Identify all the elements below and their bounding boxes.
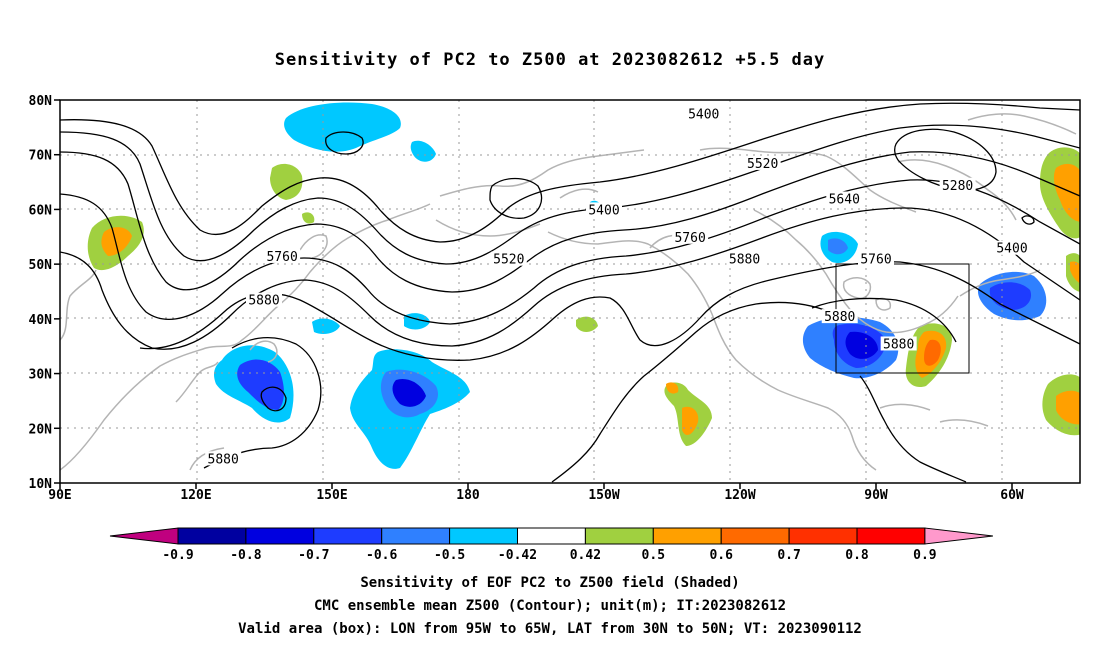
lon-tick-label: 60W — [1000, 488, 1024, 503]
contour-label: 5880 — [729, 253, 760, 268]
colorbar-swatch — [720, 527, 790, 545]
contour-label: 5880 — [883, 337, 914, 352]
contour-label-bg — [586, 202, 622, 217]
colorbar-tick-label: -0.8 — [230, 548, 261, 563]
colorbar-high-arrow — [924, 527, 993, 545]
contour-label-bg — [939, 177, 976, 192]
colorbar-swatch — [652, 527, 722, 545]
contour-label: 5400 — [688, 108, 719, 123]
contour-label: 5400 — [588, 203, 619, 218]
lon-tick-label: 180 — [456, 488, 480, 503]
contour-label: 5400 — [996, 242, 1027, 257]
contour-labels: 5400 5520 5280 5400 5640 5760 5400 5520 5880 5760… — [205, 106, 1030, 467]
sensitivity-shading — [87, 102, 1080, 469]
contour-label-bg — [726, 251, 763, 266]
colorbar-tick-label: -0.9 — [162, 548, 193, 563]
colorbar-swatch — [245, 527, 315, 545]
lat-tick-label: 80N — [29, 94, 53, 109]
colorbar-tick-label: 0.42 — [570, 548, 601, 563]
lat-tick-label: 50N — [29, 258, 53, 273]
lon-tick-label: 90W — [864, 488, 888, 503]
contour-label: 5280 — [942, 179, 973, 194]
lon-tick-label: 150E — [316, 488, 347, 503]
colorbar-tick-label: 0.7 — [777, 548, 800, 563]
contour-label-bg — [744, 155, 781, 170]
contour-label: 5760 — [674, 231, 705, 246]
contour-label-bg — [672, 229, 709, 244]
contour-label-bg — [685, 106, 722, 121]
contour-label-bg — [264, 248, 301, 263]
z500-contours — [60, 102, 1080, 483]
pos-patch-siberia — [270, 163, 303, 200]
colorbar-swatch — [856, 527, 926, 545]
caption-contour: CMC ensemble mean Z500 (Contour); unit(m… — [313, 598, 786, 614]
colorbar-swatch — [517, 527, 586, 545]
coastlines — [60, 113, 1077, 471]
colorbar-tick-label: -0.5 — [434, 548, 465, 563]
lat-tick-label: 70N — [29, 149, 53, 164]
caption-valid-area: Valid area (box): LON from 95W to 65W, L… — [238, 621, 862, 637]
contour-label: 5880 — [208, 452, 239, 467]
lat-tick-label: 20N — [29, 422, 53, 437]
lat-tick-label: 30N — [29, 368, 53, 383]
plot-frame — [59, 99, 1081, 484]
colorbar-swatch — [381, 527, 451, 545]
colorbar-swatch — [449, 527, 519, 545]
neg-patch-arctic — [284, 102, 401, 152]
colorbar-tick-label: 0.9 — [913, 548, 936, 563]
lon-tick-label: 120W — [724, 488, 755, 503]
contour-label-bg — [821, 309, 858, 324]
contour-label: 5760 — [266, 250, 297, 265]
lon-tick-label: 150W — [588, 488, 619, 503]
lon-tick-label: 120E — [180, 488, 211, 503]
lat-tick-label: 40N — [29, 313, 53, 328]
contour-label-bg — [994, 240, 1030, 255]
contour-label-bg — [880, 336, 917, 351]
colorbar-tick-label: 0.8 — [845, 548, 869, 563]
contour-label-bg — [246, 292, 282, 307]
lat-tick-label: 10N — [29, 477, 53, 492]
colorbar: -0.9 -0.8 -0.7 -0.6 -0.5 -0.42 0.42 0.5 0.6 0.7 0.… — [109, 527, 993, 563]
contour-label: 5880 — [824, 310, 855, 325]
contour-label: 5880 — [248, 294, 279, 309]
colorbar-swatch — [177, 527, 247, 545]
latitude-axis: 80N 70N 60N 50N 40N 30N 20N 10N — [29, 94, 60, 492]
colorbar-swatch — [313, 527, 383, 545]
colorbar-tick-label: -0.7 — [298, 548, 329, 563]
contour-label-bg — [205, 451, 242, 466]
colorbar-tick-label: 0.6 — [709, 548, 733, 563]
contour-label-bg — [826, 191, 863, 206]
colorbar-swatch — [584, 527, 654, 545]
colorbar-tick-label: -0.42 — [498, 548, 537, 563]
map-title: Sensitivity of PC2 to Z500 at 2023082612… — [274, 50, 826, 70]
contour-label-bg — [490, 251, 527, 266]
neg-patch-japan-core — [237, 359, 284, 410]
contour-label-bg — [858, 251, 894, 266]
colorbar-swatch — [788, 527, 858, 545]
contour-label: 5640 — [829, 192, 860, 207]
map-figure: 5400 5520 5280 5400 5640 5760 5400 5520 5880 5760… — [29, 94, 1081, 563]
colorbar-tick-label: 0.5 — [642, 548, 665, 563]
caption-shaded: Sensitivity of EOF PC2 to Z500 field (Sh… — [360, 575, 740, 591]
longitude-axis: 90E 120E 150E 180 150W 120W 90W 60W — [48, 483, 1024, 503]
contour-label: 5760 — [860, 253, 891, 268]
colorbar-low-arrow — [109, 527, 179, 545]
colorbar-tick-label: -0.6 — [366, 548, 397, 563]
lon-tick-label: 90E — [48, 488, 71, 503]
lat-tick-label: 60N — [29, 203, 53, 218]
contour-label: 5520 — [747, 157, 778, 172]
graticule — [60, 100, 1080, 483]
contour-label: 5520 — [493, 253, 524, 268]
